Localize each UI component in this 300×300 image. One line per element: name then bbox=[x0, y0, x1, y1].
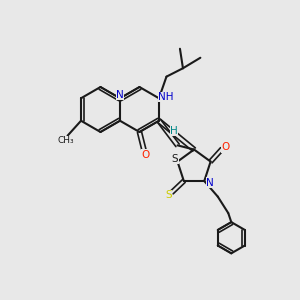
Text: N: N bbox=[206, 178, 214, 188]
Text: O: O bbox=[141, 149, 150, 160]
Text: CH₃: CH₃ bbox=[58, 136, 74, 145]
Text: N: N bbox=[116, 90, 124, 100]
Text: NH: NH bbox=[158, 92, 173, 102]
Text: H: H bbox=[170, 126, 178, 136]
Text: O: O bbox=[221, 142, 229, 152]
Text: S: S bbox=[165, 190, 172, 200]
Text: S: S bbox=[172, 154, 178, 164]
